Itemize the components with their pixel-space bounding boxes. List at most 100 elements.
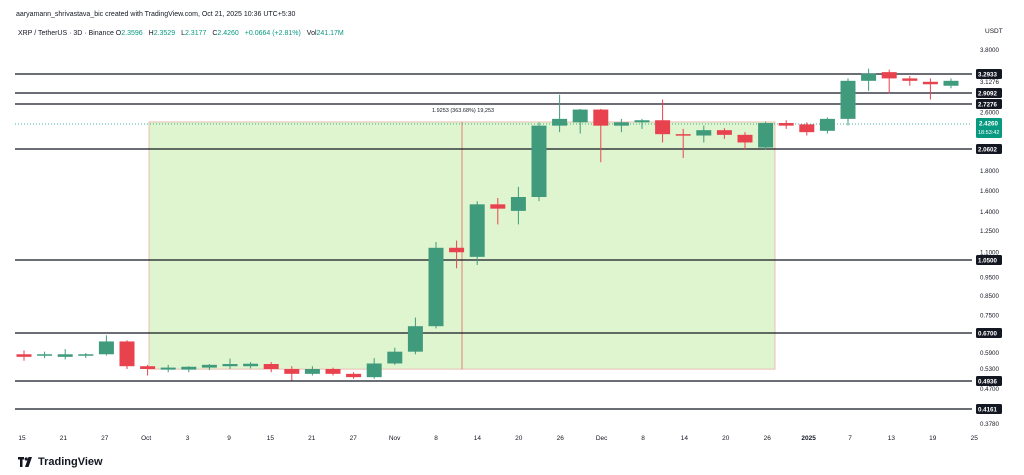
y-tick-label: 0.8500 (980, 293, 999, 300)
open-value: 2.3596 (121, 30, 143, 37)
candle-body (799, 124, 815, 133)
candle-body (119, 341, 135, 367)
x-tick-label: Dec (596, 435, 608, 442)
x-tick-label: 8 (434, 435, 438, 442)
candle (510, 186, 526, 225)
price-level-label: 3.2933 (978, 71, 997, 78)
candle-body (16, 354, 32, 357)
candle-body (325, 369, 341, 374)
candle (181, 366, 197, 373)
tradingview-wordmark: TradingView (38, 456, 103, 468)
candle-body (902, 78, 918, 81)
countdown-label: 18:53:42 (978, 130, 999, 136)
current-price-badge (976, 118, 1002, 138)
candle-body (78, 354, 94, 356)
candle (78, 353, 94, 359)
price-level-label: 0.4936 (978, 378, 997, 385)
candle-body (634, 120, 650, 123)
candle (675, 128, 691, 158)
candle-body (57, 354, 73, 357)
y-tick-label: 3.1276 (980, 79, 999, 86)
candle (819, 117, 835, 134)
x-tick-label: 14 (474, 435, 482, 442)
y-tick-label: 0.3780 (980, 421, 999, 428)
candle (758, 121, 774, 150)
x-tick-label: 9 (227, 435, 231, 442)
measure-range-label: 1.9253 (363.68%) 19,253 (432, 108, 494, 114)
x-tick-label: 3 (186, 435, 190, 442)
close-value: 2.4260 (217, 30, 239, 37)
candle (449, 240, 465, 269)
low-value: 2.3177 (184, 30, 207, 37)
candle (284, 366, 300, 381)
low-label: L (181, 30, 185, 37)
candle (16, 350, 32, 361)
high-value: 2.3529 (153, 30, 176, 37)
candle-body (449, 247, 465, 253)
candle (716, 128, 732, 139)
candle (304, 366, 320, 376)
candle (799, 122, 815, 136)
candle-body (366, 363, 382, 378)
candle (98, 335, 114, 356)
candle (201, 364, 217, 370)
price-level-badge (976, 255, 1002, 265)
x-tick-label: 2025 (801, 435, 816, 442)
candle (428, 242, 444, 329)
candle (37, 351, 53, 359)
candle-body (943, 80, 959, 86)
candle-body (222, 364, 238, 367)
candle-body (778, 123, 794, 126)
price-level-badge (976, 376, 1002, 386)
candle-body (428, 247, 444, 327)
candle-body (716, 130, 732, 135)
candle (943, 78, 959, 89)
candle (881, 69, 897, 94)
tradingview-brand: TradingView (18, 455, 103, 469)
x-tick-label: 27 (101, 435, 109, 442)
x-tick-label: 7 (848, 435, 852, 442)
y-tick-label: 0.7500 (980, 313, 999, 320)
x-tick-label: 26 (764, 435, 772, 442)
candle-body (572, 109, 588, 123)
y-tick-label: 1.1000 (980, 249, 999, 256)
candle-body (881, 72, 897, 79)
candle (160, 364, 176, 373)
candle (778, 120, 794, 129)
candle (469, 201, 485, 265)
candle (263, 362, 279, 373)
candle-body (387, 351, 403, 364)
candle (407, 317, 423, 355)
candle-body (613, 122, 629, 126)
y-tick-label: 1.8000 (980, 168, 999, 175)
candle-body (469, 204, 485, 257)
candle-body (201, 364, 217, 368)
candle-body (181, 366, 197, 370)
candle (490, 198, 506, 225)
x-tick-label: Nov (389, 435, 401, 442)
candle (572, 108, 588, 134)
candle-body (510, 197, 526, 211)
close-label: C (212, 30, 218, 37)
price-level-label: 2.0602 (978, 146, 997, 153)
candle-body (284, 369, 300, 374)
x-tick-label: 26 (557, 435, 565, 442)
candle (861, 68, 877, 91)
candle (325, 367, 341, 376)
price-level-label: 0.4161 (978, 406, 997, 413)
axis-currency: USDT (985, 28, 1003, 35)
candle-body (243, 363, 259, 367)
price-level-badge (976, 69, 1002, 79)
candle-body (922, 81, 938, 85)
candle-body (490, 204, 506, 209)
price-level-label: 1.0500 (978, 257, 997, 264)
x-tick-label: 20 (722, 435, 730, 442)
candle (387, 347, 403, 365)
candle-body (531, 125, 547, 198)
candle (696, 125, 712, 143)
price-level-badge (976, 404, 1002, 414)
candle-body (140, 366, 156, 369)
candle (346, 372, 362, 379)
x-tick-label: 14 (681, 435, 689, 442)
